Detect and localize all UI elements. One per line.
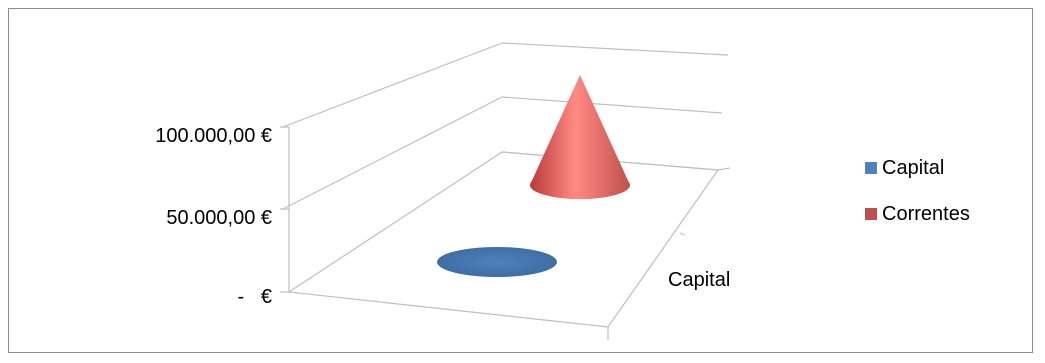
back-gridline-mid — [501, 96, 723, 114]
floor — [287, 151, 720, 328]
legend-label-correntes: Correntes — [882, 202, 970, 225]
x-category-label: Capital — [668, 269, 730, 291]
y-tick-label-mid: 50.000,00 € — [166, 207, 272, 229]
legend: Capital Correntes — [865, 153, 970, 245]
cone-correntes — [530, 75, 630, 199]
y-tick-label-top: 100.000,00 € — [155, 125, 272, 147]
legend-swatch-correntes — [865, 208, 877, 220]
legend-item-capital: Capital — [865, 153, 970, 183]
legend-item-correntes: Correntes — [865, 199, 970, 229]
y-tick-label-bottom: - € — [238, 286, 272, 308]
side-gridline-top — [282, 42, 503, 128]
chart-frame — [8, 8, 1033, 353]
floor-tick-right — [717, 167, 731, 171]
floor-tick-mid — [679, 232, 686, 236]
side-gridline-mid — [282, 96, 503, 210]
back-gridline-top — [501, 42, 729, 56]
legend-swatch-capital — [865, 162, 877, 174]
legend-label-capital: Capital — [882, 156, 945, 179]
cone-capital — [437, 247, 557, 277]
